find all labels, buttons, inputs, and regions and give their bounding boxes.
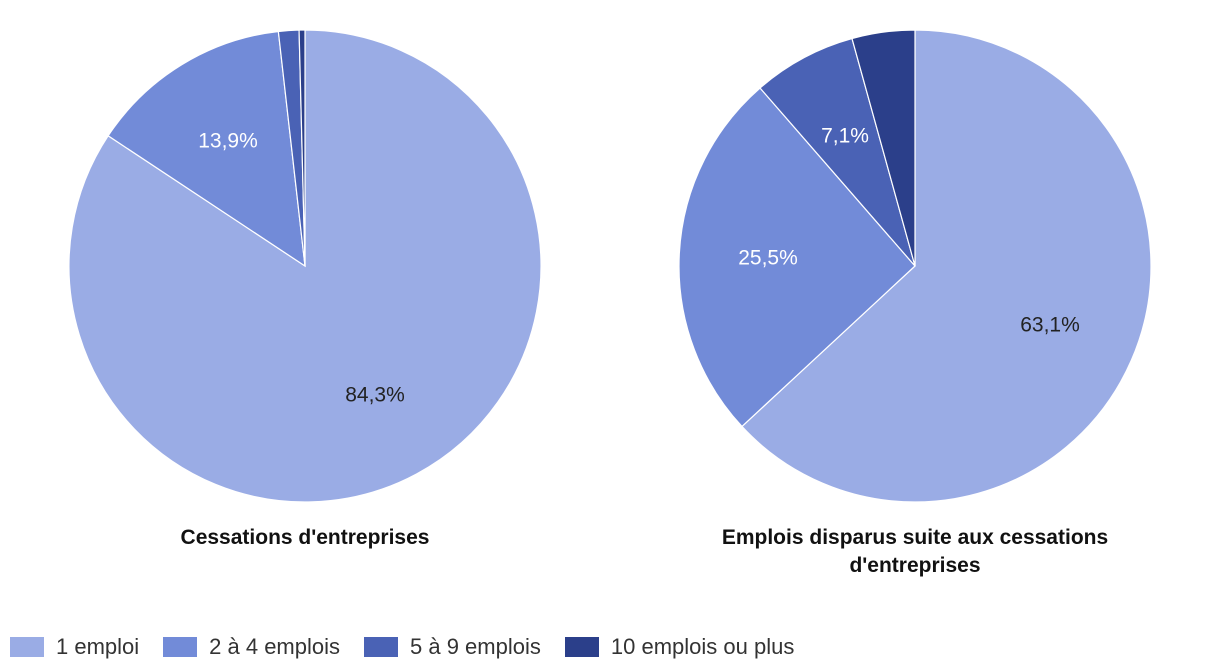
legend-item-5-a-9-emplois: 5 à 9 emplois xyxy=(364,634,541,660)
legend-label: 2 à 4 emplois xyxy=(209,634,341,659)
legend-label: 1 emploi xyxy=(56,634,140,659)
pie-chart-cessations: 84,3% 13,9% xyxy=(68,29,542,503)
data-label: 63,1% xyxy=(1020,314,1080,337)
legend-label: 10 emplois ou plus xyxy=(610,634,795,659)
pie-slice-5-9-emplois xyxy=(759,37,916,267)
pie-slice-1-emploi xyxy=(741,29,1152,503)
legend: 1 emploi 2 à 4 emplois 5 à 9 emplois 10 … xyxy=(10,634,818,660)
chart-title-cessations: Cessations d'entreprises xyxy=(181,526,430,549)
pie-slice-2-4-emplois xyxy=(107,30,306,268)
legend-item-2-a-4-emplois: 2 à 4 emplois xyxy=(163,634,340,660)
data-label: 84,3% xyxy=(345,384,405,407)
chart-title-emplois-disparus-line-2: d'entreprises xyxy=(849,554,980,577)
legend-swatch xyxy=(163,637,198,657)
legend-label: 5 à 9 emplois xyxy=(410,634,541,659)
data-label: 25,5% xyxy=(738,247,798,270)
data-label: 7,1% xyxy=(821,125,869,148)
data-label: 13,9% xyxy=(198,130,258,153)
pie-slice-2-4-emplois xyxy=(678,87,916,428)
legend-swatch xyxy=(364,637,399,657)
legend-swatch xyxy=(564,637,599,657)
chart-title-emplois-disparus-line-1: Emplois disparus suite aux cessations xyxy=(722,526,1108,549)
pie-slice-10-emplois-ou-plus xyxy=(298,29,306,267)
pie-chart-emplois-disparus: 63,1% 25,5% 7,1% xyxy=(678,29,1152,503)
legend-swatch xyxy=(10,637,44,657)
legend-item-10-emplois-ou-plus: 10 emplois ou plus xyxy=(564,634,795,660)
pie-slice-10-emplois-ou-plus xyxy=(851,29,916,267)
legend-item-1-emploi: 1 emploi xyxy=(10,634,139,660)
